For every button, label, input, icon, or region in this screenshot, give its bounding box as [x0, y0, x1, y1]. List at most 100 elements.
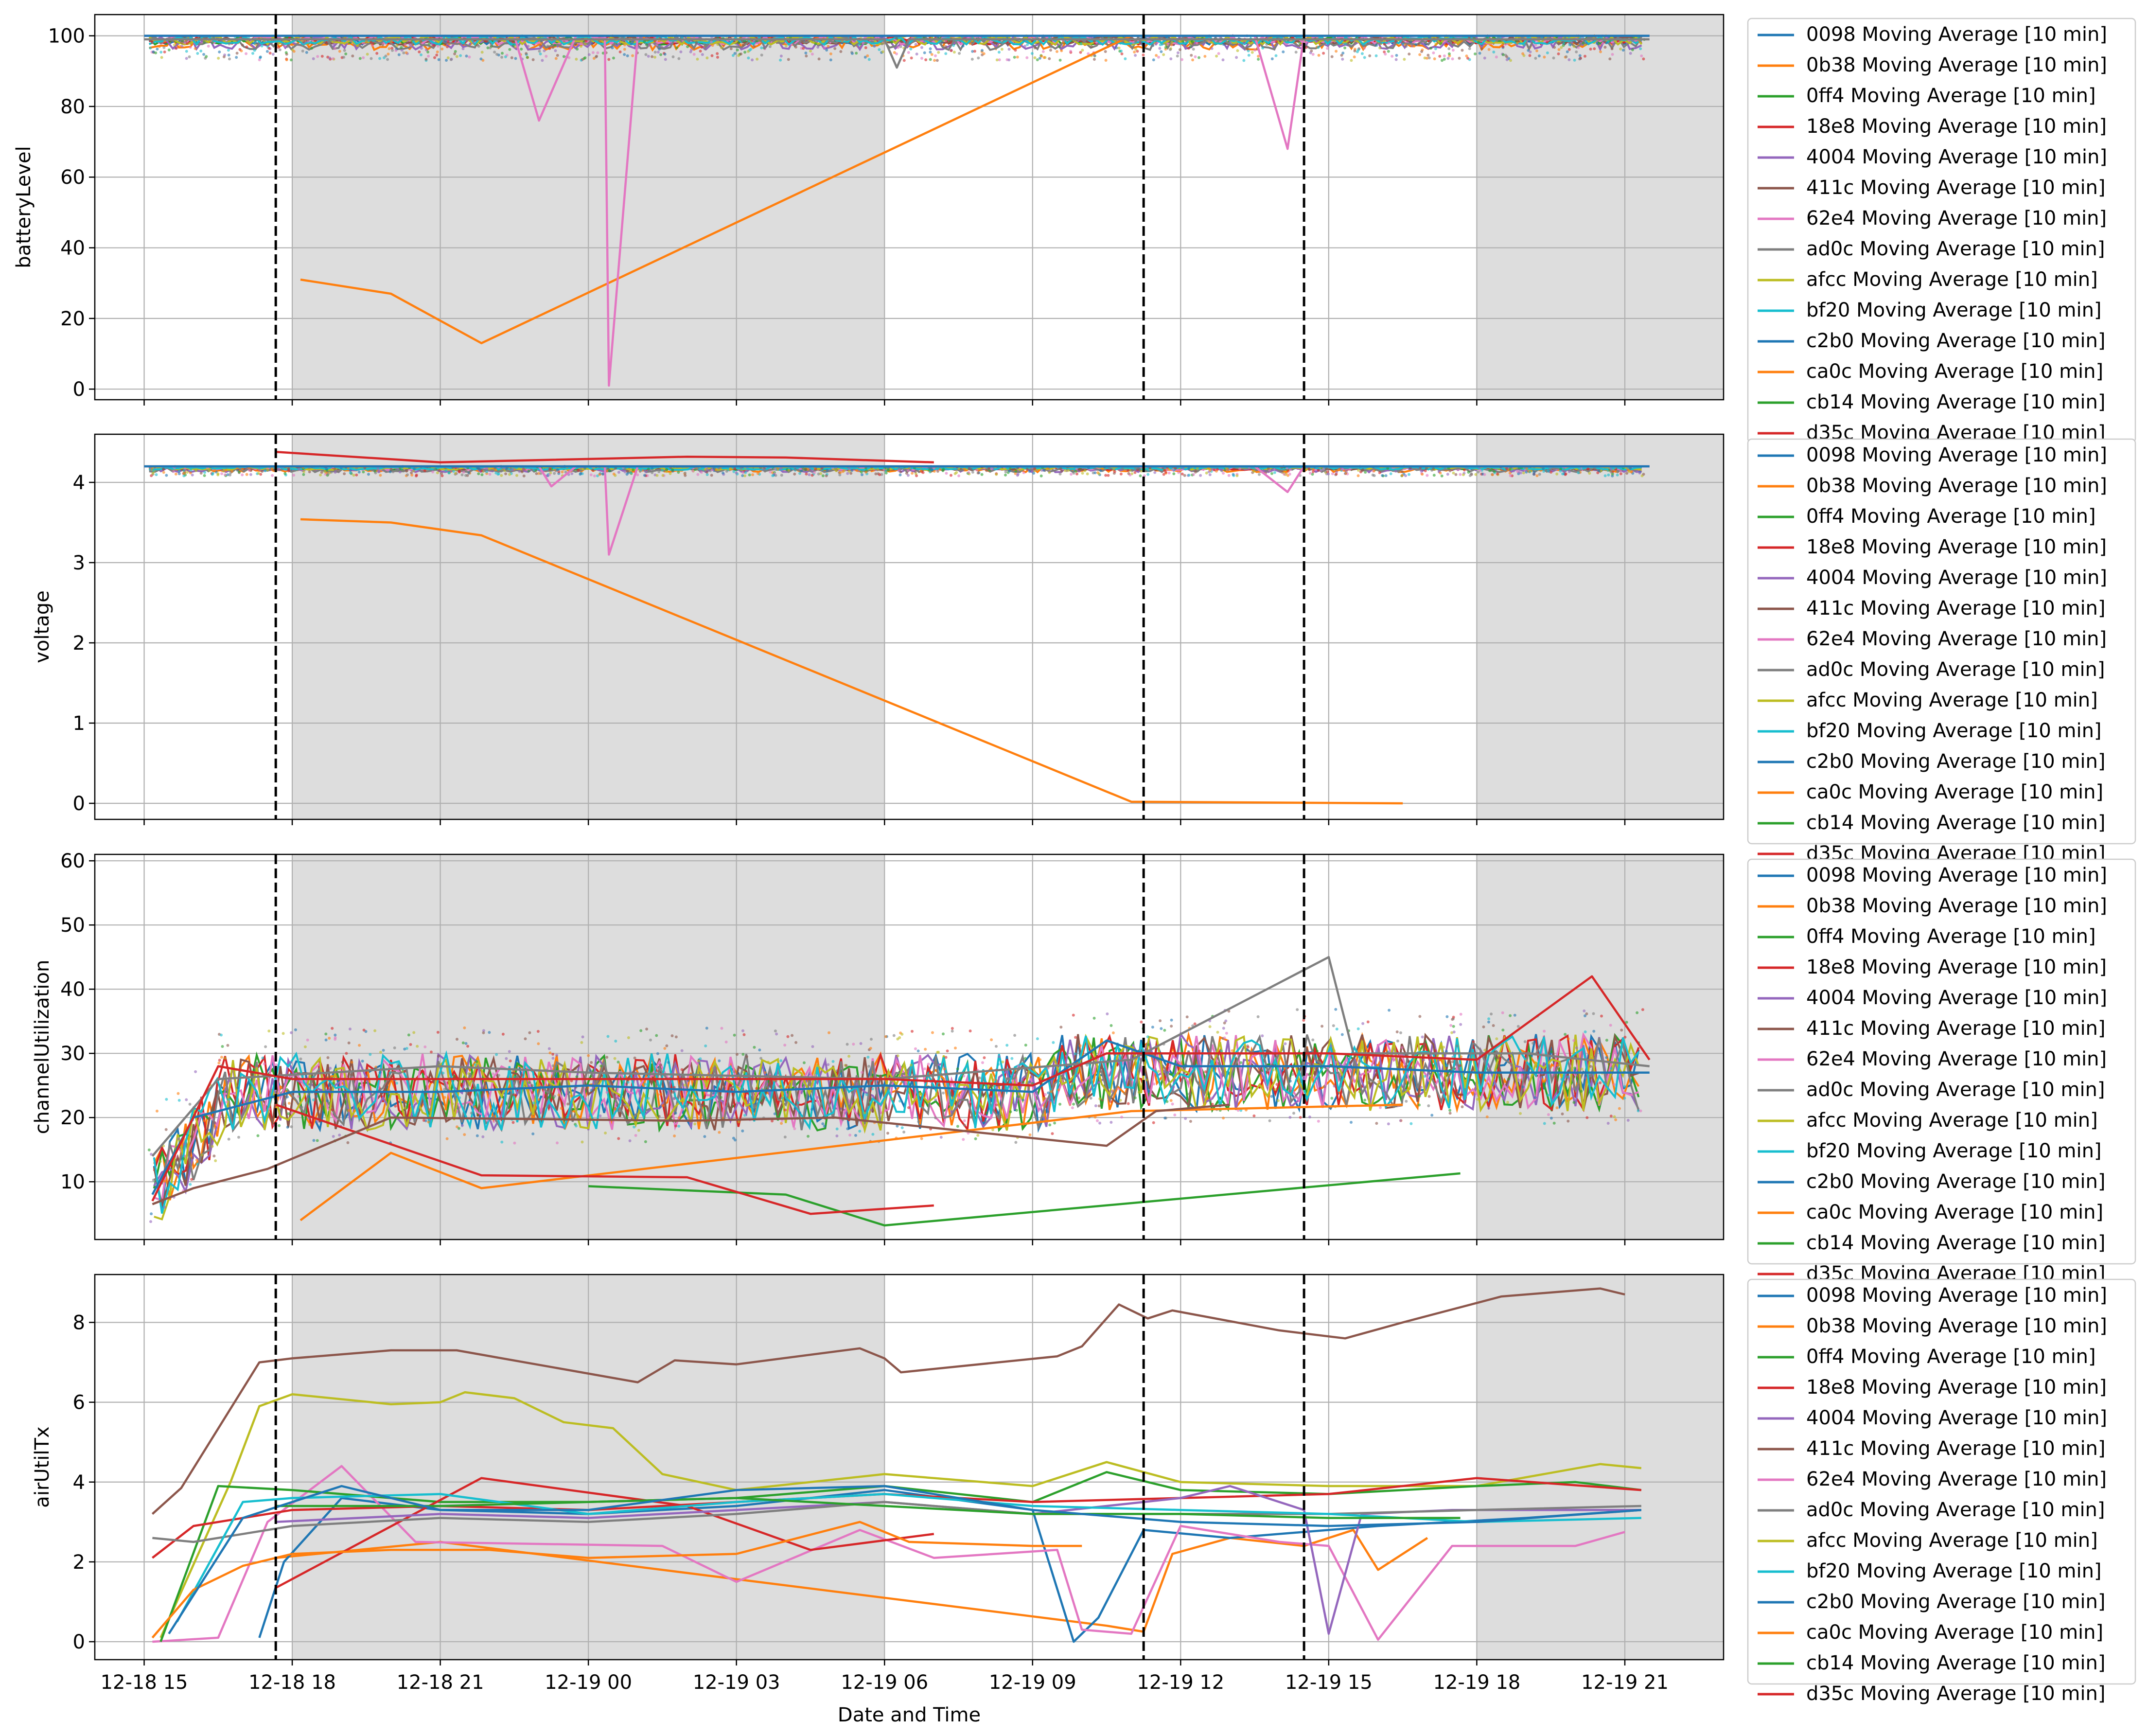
raw-point — [1578, 54, 1582, 57]
raw-point — [287, 469, 290, 473]
legend-label: 411c Moving Average [10 min] — [1806, 597, 2106, 620]
raw-point — [227, 1098, 230, 1101]
raw-point — [900, 1126, 904, 1130]
raw-point — [420, 53, 423, 56]
raw-point — [1542, 467, 1545, 470]
raw-point — [551, 1057, 555, 1060]
raw-point — [995, 1103, 998, 1107]
legend-label: 0ff4 Moving Average [10 min] — [1806, 925, 2096, 948]
raw-point — [1033, 467, 1037, 470]
raw-point — [627, 471, 630, 475]
raw-point — [1343, 46, 1347, 50]
raw-point — [1184, 1117, 1187, 1120]
legend-label: bf20 Moving Average [10 min] — [1806, 1140, 2102, 1162]
raw-point — [1515, 470, 1519, 473]
raw-point — [669, 472, 672, 475]
raw-point — [1238, 467, 1242, 471]
raw-point — [370, 57, 373, 60]
series-line — [299, 1103, 1403, 1222]
raw-point — [1509, 474, 1512, 478]
raw-point — [1573, 1066, 1577, 1070]
raw-point — [901, 1080, 904, 1083]
raw-point — [990, 1038, 993, 1042]
raw-point — [787, 1084, 790, 1088]
raw-point — [929, 51, 932, 54]
raw-point — [1078, 1044, 1082, 1047]
raw-point — [705, 56, 709, 60]
raw-point — [162, 471, 165, 474]
raw-point — [645, 43, 648, 46]
raw-point — [349, 471, 352, 475]
raw-point — [400, 49, 404, 52]
raw-point — [1268, 1119, 1271, 1122]
raw-point — [1477, 470, 1480, 474]
noise-band — [153, 1034, 1640, 1185]
raw-point — [1529, 50, 1532, 53]
raw-point — [331, 1108, 334, 1112]
series-line — [276, 451, 934, 464]
raw-point — [911, 472, 914, 475]
raw-point — [835, 469, 838, 472]
raw-point — [404, 43, 407, 46]
raw-point — [655, 474, 659, 477]
raw-point — [737, 1120, 740, 1123]
raw-point — [1192, 473, 1195, 476]
raw-point — [378, 1071, 382, 1074]
raw-point — [660, 45, 663, 49]
raw-point — [451, 1102, 455, 1106]
raw-point — [1008, 469, 1011, 473]
raw-point — [835, 1127, 839, 1131]
raw-point — [1426, 474, 1429, 477]
raw-point — [1163, 1028, 1166, 1032]
raw-point — [1418, 1015, 1422, 1018]
raw-point — [1566, 1075, 1569, 1079]
raw-point — [1222, 472, 1225, 475]
legend-label: 0b38 Moving Average [10 min] — [1806, 475, 2107, 497]
raw-point — [1207, 40, 1211, 43]
raw-point — [942, 1032, 945, 1036]
y-tick-label: 4 — [73, 472, 85, 494]
raw-point — [312, 1098, 315, 1101]
raw-point — [278, 48, 282, 52]
raw-point — [985, 1120, 988, 1123]
raw-point — [1222, 1116, 1225, 1120]
raw-point — [1388, 1009, 1391, 1012]
raw-point — [256, 1134, 260, 1137]
raw-point — [1109, 1100, 1113, 1103]
raw-point — [679, 50, 683, 53]
raw-point — [1177, 51, 1180, 54]
raw-point — [412, 1031, 416, 1034]
raw-point — [982, 52, 986, 55]
raw-point — [308, 470, 311, 474]
raw-point — [793, 1107, 797, 1110]
raw-point — [1320, 1025, 1324, 1028]
raw-point — [575, 1075, 579, 1079]
raw-point — [1447, 47, 1451, 51]
raw-point — [784, 44, 788, 48]
raw-point — [1408, 53, 1411, 56]
raw-point — [1152, 58, 1155, 62]
raw-point — [402, 51, 405, 54]
raw-point — [1577, 46, 1580, 50]
raw-point — [1461, 49, 1464, 52]
raw-point — [1073, 467, 1076, 471]
raw-point — [155, 473, 158, 477]
raw-point — [951, 1027, 954, 1030]
raw-point — [324, 1032, 328, 1036]
raw-point — [1072, 1013, 1075, 1017]
raw-point — [355, 473, 358, 477]
raw-point — [1224, 1019, 1228, 1023]
raw-point — [1513, 1013, 1516, 1017]
raw-point — [568, 42, 572, 45]
raw-point — [1069, 50, 1073, 53]
raw-point — [911, 1029, 914, 1033]
series-line — [152, 1465, 1625, 1643]
legend-label: c2b0 Moving Average [10 min] — [1806, 1591, 2105, 1613]
raw-point — [1572, 45, 1576, 48]
raw-point — [1134, 48, 1138, 51]
raw-point — [751, 473, 755, 477]
raw-point — [526, 56, 529, 59]
raw-point — [378, 57, 382, 60]
raw-point — [247, 469, 251, 472]
raw-point — [971, 471, 974, 474]
